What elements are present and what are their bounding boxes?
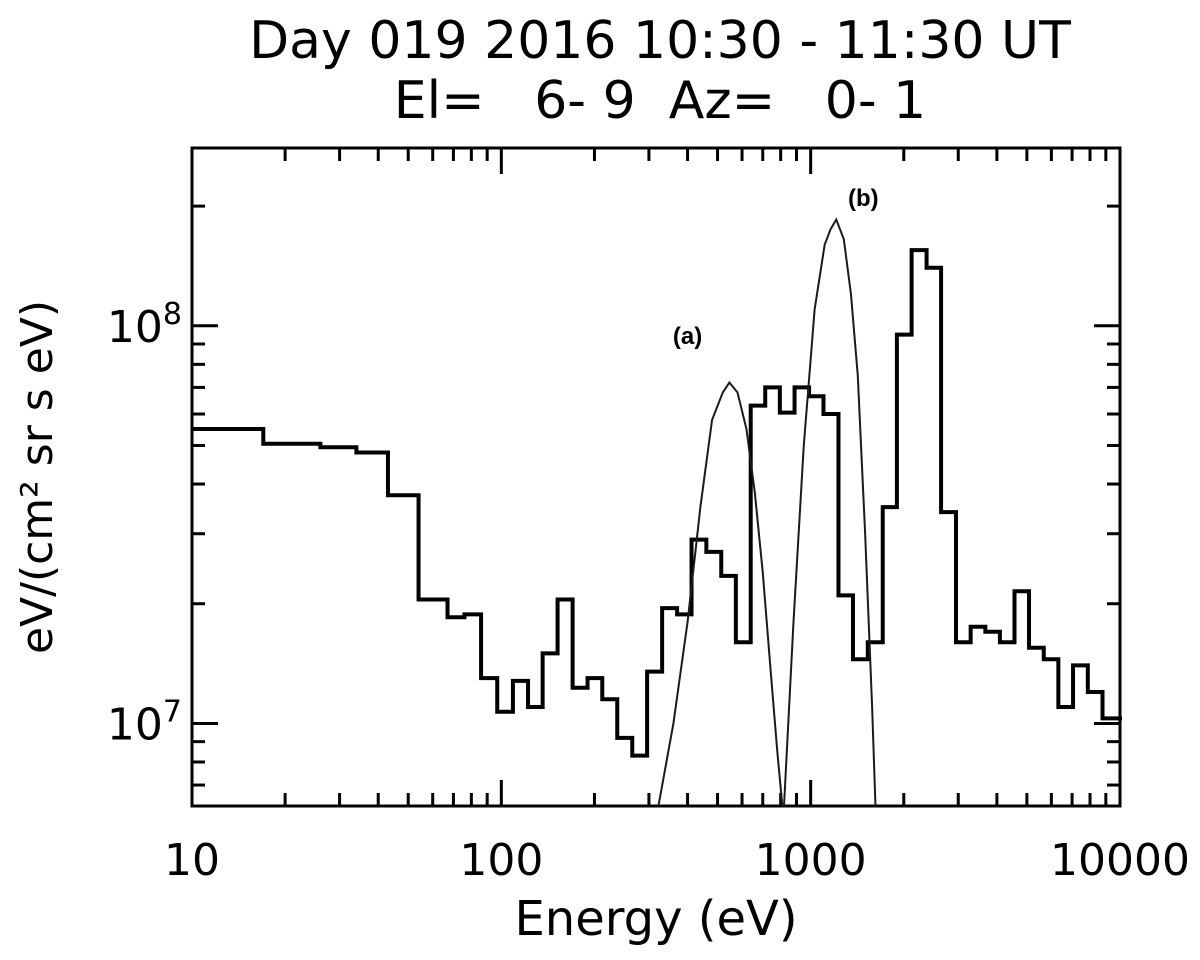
x-tick-label: 10 — [164, 835, 220, 886]
x-tick-label: 100 — [459, 835, 543, 886]
x-tick-labels: 10 100 1000 10000 — [164, 835, 1190, 886]
peak-label-1: (b) — [848, 185, 879, 212]
chart-title: Day 019 2016 10:30 - 11:30 UT — [249, 11, 1071, 71]
y-tick-label: 107 — [107, 694, 182, 750]
fit-curve-1 — [657, 380, 784, 807]
chart-subtitle: El= 6- 9 Az= 0- 1 — [394, 71, 926, 131]
fit-curve-2 — [783, 217, 877, 807]
series-layer — [192, 217, 1122, 807]
y-tick-label: 108 — [107, 297, 182, 353]
axis-ticks — [192, 148, 1120, 806]
x-axis-label: Energy (eV) — [514, 891, 797, 947]
x-tick-label: 1000 — [755, 835, 867, 886]
y-axis-label: eV/(cm² sr s eV) — [12, 300, 63, 654]
y-tick-labels: 107 108 — [107, 297, 182, 751]
histogram-series — [192, 248, 1122, 758]
x-tick-label: 10000 — [1050, 835, 1190, 886]
peak-label-0: (a) — [673, 323, 702, 350]
annotation-layer: (a) (b) — [673, 185, 879, 350]
plot-frame — [190, 146, 1122, 808]
